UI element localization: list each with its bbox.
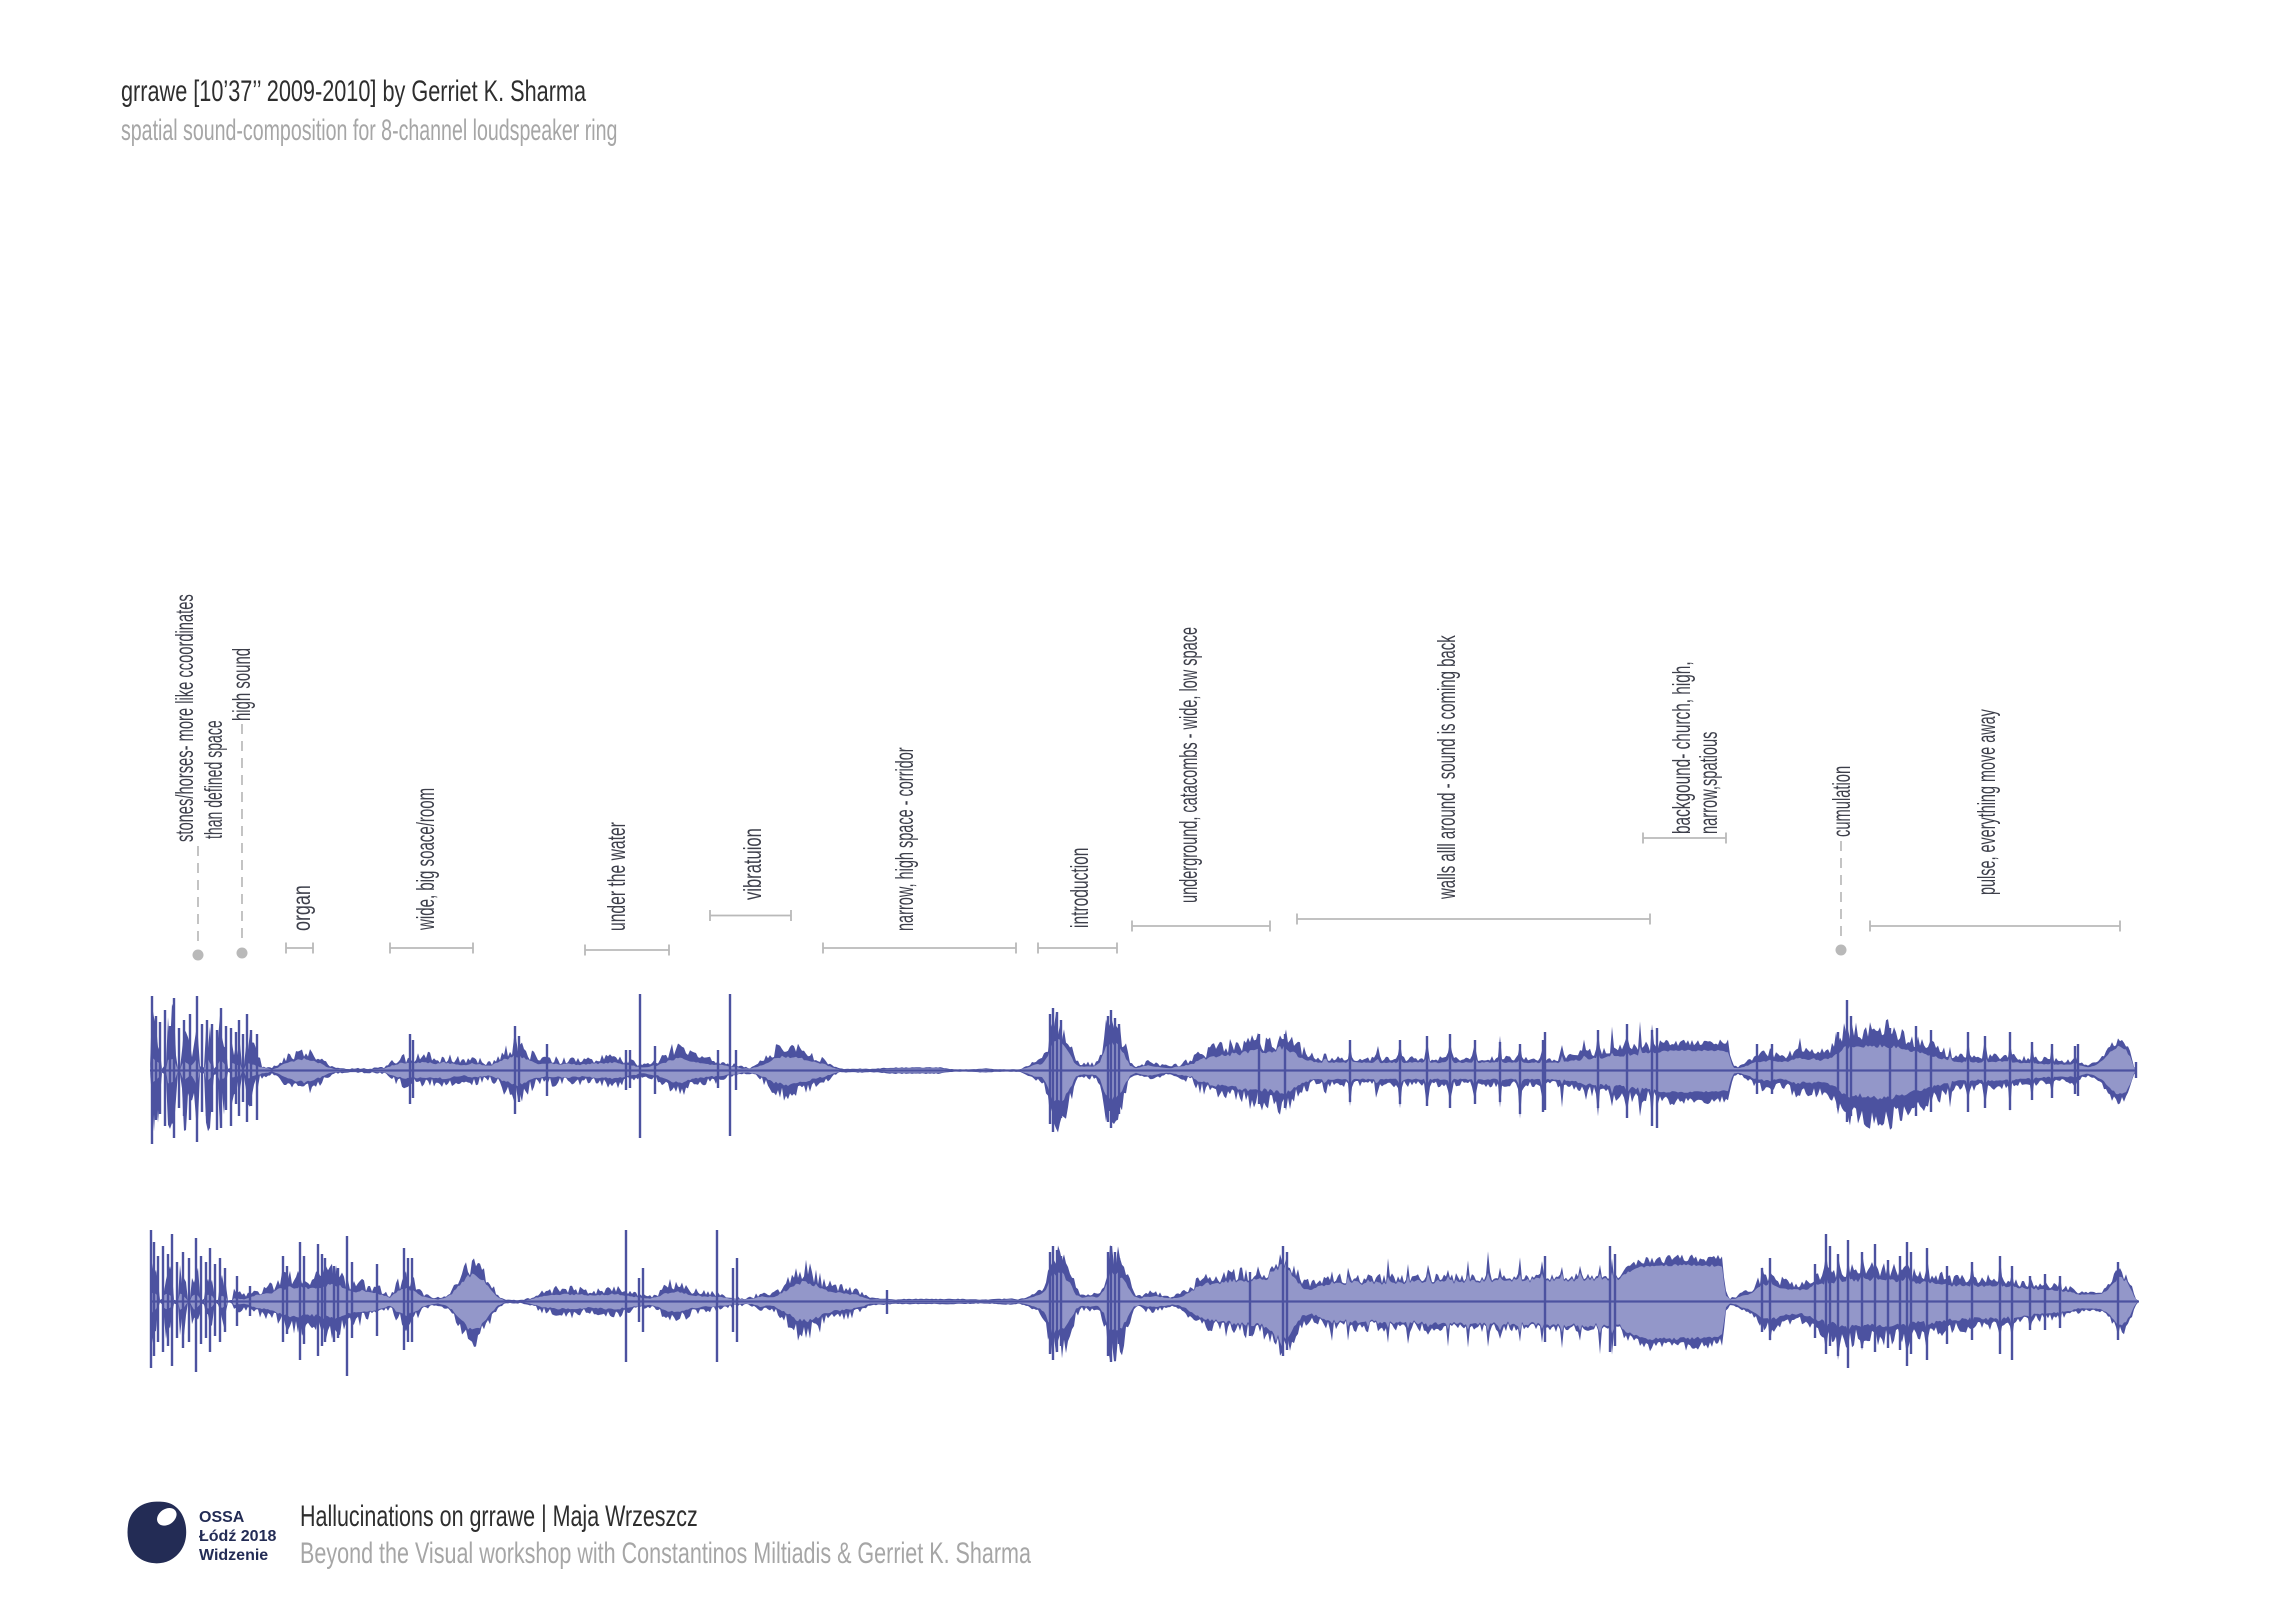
svg-text:Hallucinations on grrawe | Maj: Hallucinations on grrawe | Maja Wrzeszcz — [300, 1498, 698, 1532]
svg-text:high sound: high sound — [228, 648, 256, 721]
svg-text:Beyond the Visual workshop wit: Beyond the Visual workshop with Constant… — [300, 1535, 1031, 1569]
svg-text:narrow,spatious: narrow,spatious — [1695, 731, 1723, 834]
svg-text:vibratuion: vibratuion — [740, 828, 767, 900]
svg-text:wide, big soace/room: wide, big soace/room — [412, 788, 440, 931]
svg-text:grrawe [10’37’’ 2009-2010] by: grrawe [10’37’’ 2009-2010] by Gerriet K.… — [121, 73, 586, 107]
svg-text:under the water: under the water — [604, 822, 632, 931]
svg-text:Łódź 2018: Łódź 2018 — [199, 1528, 276, 1545]
svg-text:backgound- church, high,: backgound- church, high, — [1669, 661, 1697, 834]
svg-text:OSSA: OSSA — [199, 1509, 245, 1526]
svg-text:than defined space: than defined space — [201, 720, 228, 839]
svg-text:pulse, everything move away: pulse, everything move away — [1974, 709, 2001, 895]
svg-text:underground, catacombs - wide,: underground, catacombs - wide, low space — [1175, 627, 1203, 903]
svg-text:narrow, high space - corridor: narrow, high space - corridor — [892, 747, 919, 931]
svg-text:cumulation: cumulation — [1828, 766, 1856, 837]
svg-text:stones/horses- more like ccoor: stones/horses- more like ccoordinates — [171, 594, 199, 842]
svg-text:Widzenie: Widzenie — [199, 1547, 268, 1564]
svg-text:organ: organ — [287, 885, 316, 931]
svg-text:spatial sound-composition for: spatial sound-composition for 8-channel … — [121, 114, 617, 147]
svg-text:introduction: introduction — [1067, 848, 1095, 928]
svg-text:walls alll around - sound is c: walls alll around - sound is coming back — [1433, 635, 1461, 900]
